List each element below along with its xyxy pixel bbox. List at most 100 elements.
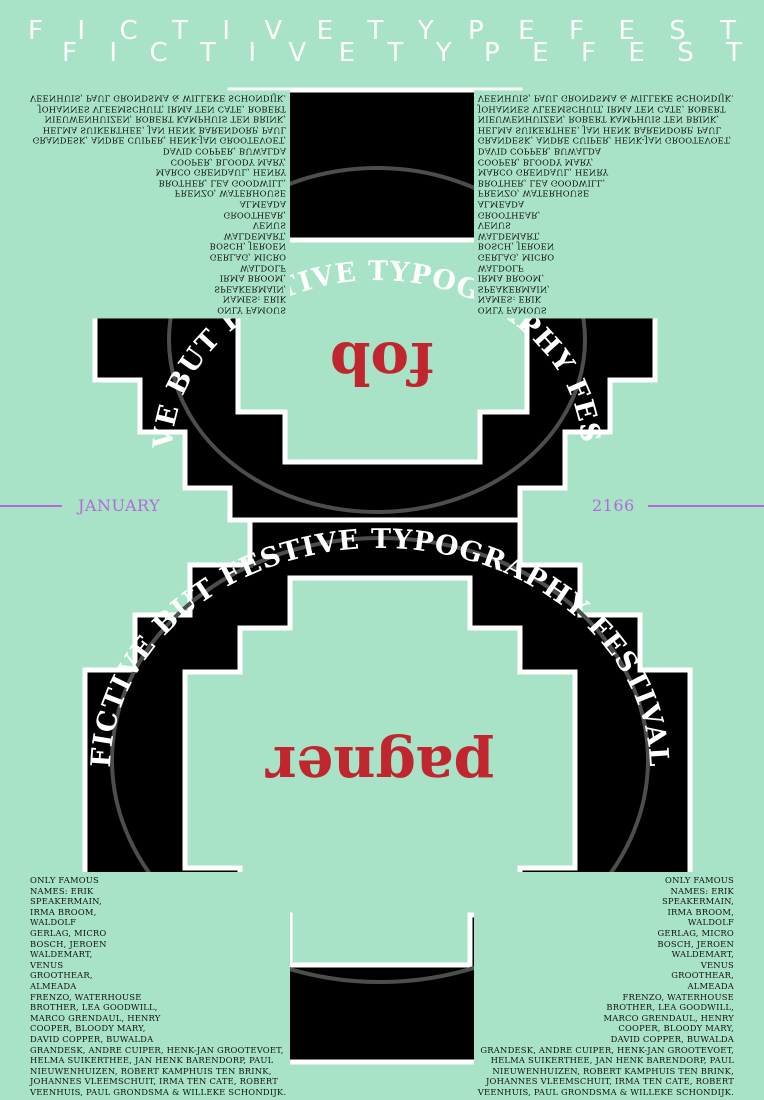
names-line: COOPER, BLOODY MARY, bbox=[30, 1023, 146, 1034]
names-line: VENUS bbox=[700, 959, 734, 970]
names-line: DAVID COPPER, BUWALDA bbox=[30, 1033, 154, 1044]
names-line: HELMA SUIKERTHEE, JAN HENK BARENDORP, PA… bbox=[490, 1055, 734, 1066]
names-line: ALMEADA bbox=[30, 980, 77, 991]
names-line: COOPER, BLOODY MARY, bbox=[618, 1023, 734, 1034]
names-line: JOHANNES VLEEMSCHUIT, IRMA TEN CATE, ROB… bbox=[38, 104, 287, 115]
names-line: GERLAG, MICRO bbox=[30, 927, 107, 938]
title-letter: E bbox=[618, 16, 635, 46]
names-line: IRMA BROOM, bbox=[219, 273, 287, 284]
names-line: ALMEADA bbox=[239, 199, 287, 210]
title-letter: I bbox=[109, 38, 118, 68]
names-line: NIEUWENHUIZEN, ROBERT KAMPHUIS TEN BRINK… bbox=[30, 1065, 272, 1076]
title-letter: S bbox=[677, 38, 694, 68]
names-line: COOPER, BLOODY MARY, bbox=[170, 157, 287, 168]
names-line: IRMA BROOM, bbox=[477, 273, 545, 284]
year-label: 2166 bbox=[586, 496, 641, 515]
upper-word: fob bbox=[330, 329, 434, 397]
names-line: GRANDESK, ANDRE CUIPER, HENK-JAN GROOTEV… bbox=[32, 135, 287, 146]
title-letter: Y bbox=[417, 16, 434, 46]
title-letter: E bbox=[628, 38, 645, 68]
names-line: WALDEMART, bbox=[477, 231, 541, 242]
month-label: JANUARY bbox=[72, 496, 167, 515]
names-line: SPEAKERMAIN, bbox=[214, 284, 287, 295]
names-line: GERLAG, MICRO bbox=[209, 252, 287, 263]
names-line: BOSCH, JEROEN bbox=[477, 241, 555, 252]
names-line: GRANDESK, ANDRE CUIPER, HENK-JAN GROOTEV… bbox=[30, 1044, 284, 1055]
names-line: WALDEMART, bbox=[671, 949, 734, 960]
names-line: BROTHER, LEA GOODWILL, bbox=[158, 178, 287, 189]
names-line: MARCO GRENDAUL, HENRY bbox=[30, 1012, 161, 1023]
lower-inner-counter bbox=[182, 575, 578, 968]
title-letter: T bbox=[387, 38, 404, 68]
lower-ring bbox=[110, 536, 650, 984]
names-line: MARCO GRENDAUL, HENRY bbox=[603, 1012, 734, 1023]
names-line: WALDOLF bbox=[687, 917, 734, 928]
title-letter: T bbox=[367, 16, 384, 46]
names-line: DAVID COPPER, BUWALDA bbox=[477, 146, 602, 157]
title-letter: I bbox=[222, 16, 230, 46]
names-line: FRENZO, WATERHOUSE bbox=[30, 991, 142, 1002]
names-line: BOSCH, JEROEN bbox=[657, 938, 734, 949]
names-line: GERLAG, MICRO bbox=[477, 252, 555, 263]
names-block-bottom-left: ONLY FAMOUS NAMES: ERIK SPEAKERMAIN, IRMA B… bbox=[26, 872, 291, 1100]
names-line: NIEUWENHUIZEN, ROBERT KAMPHUIS TEN BRINK… bbox=[492, 1065, 734, 1076]
names-line: DAVID COPPER, BUWALDA bbox=[162, 146, 287, 157]
title-letter: F bbox=[580, 38, 596, 68]
title-letter: F bbox=[568, 16, 584, 46]
names-line: BOSCH, JEROEN bbox=[30, 938, 107, 949]
title-letter: P bbox=[468, 16, 484, 46]
names-line: JOHANNES VLEEMSCHUIT, IRMA TEN CATE, ROB… bbox=[30, 1076, 279, 1087]
title-letter: E bbox=[532, 38, 549, 68]
names-line: GERLAG, MICRO bbox=[657, 927, 734, 938]
names-line: SPEAKERMAIN, bbox=[30, 896, 102, 907]
names-line: NAMES: ERIK bbox=[477, 294, 542, 305]
names-line: ALMEADA bbox=[477, 199, 525, 210]
names-line: VENUS bbox=[252, 220, 287, 231]
names-line: NAMES: ERIK bbox=[30, 885, 94, 896]
names-line: ALMEADA bbox=[687, 980, 734, 991]
names-line: IRMA BROOM, bbox=[30, 906, 97, 917]
title-letter: T bbox=[200, 38, 216, 68]
names-line: HELMA SUIKERTHEE, JAN HENK BARENDORP, PA… bbox=[42, 125, 287, 136]
names-line: GRANDESK, ANDRE CUIPER, HENK-JAN GROOTEV… bbox=[480, 1044, 734, 1055]
names-line: VEENHUIS, PAUL GRONDSMA & WILLEKE SCHOND… bbox=[477, 1086, 734, 1097]
names-line: VENUS bbox=[30, 959, 64, 970]
names-line: SPEAKERMAIN, bbox=[477, 284, 550, 295]
names-line: WALDEMART, bbox=[30, 949, 93, 960]
names-line: HELMA SUIKERTHEE, JAN HENK BARENDORP, PA… bbox=[477, 125, 722, 136]
names-line: NAMES: ERIK bbox=[670, 885, 734, 896]
names-line: ONLY FAMOUS bbox=[477, 305, 547, 316]
names-line: VEENHUIS, PAUL GRONDSMA & WILLEKE SCHOND… bbox=[477, 93, 734, 104]
names-line: WALDOLF bbox=[240, 263, 287, 274]
title-letter: I bbox=[248, 38, 256, 68]
names-line: HELMA SUIKERTHEE, JAN HENK BARENDORP, PA… bbox=[30, 1055, 274, 1066]
names-line: VENUS bbox=[477, 220, 512, 231]
names-line: WALDOLF bbox=[30, 917, 77, 928]
names-line: WALDOLF bbox=[477, 263, 524, 274]
names-line: GROOTHEAR, bbox=[671, 970, 734, 981]
names-line: GROOTHEAR, bbox=[477, 210, 541, 221]
names-line: GROOTHEAR, bbox=[30, 970, 93, 981]
lower-word: pagner bbox=[264, 733, 494, 801]
names-line: VEENHUIS, PAUL GRONDSMA & WILLEKE SCHOND… bbox=[30, 93, 287, 104]
names-line: NIEUWENHUIZEN, ROBERT KAMPHUIS TEN BRINK… bbox=[44, 114, 287, 125]
title-letter: P bbox=[484, 38, 500, 68]
title-letter: F bbox=[28, 16, 43, 46]
names-line: GRANDESK, ANDRE CUIPER, HENK-JAN GROOTEV… bbox=[477, 135, 732, 146]
title-letter: F bbox=[62, 38, 77, 68]
names-line: VEENHUIS, PAUL GRONDSMA & WILLEKE SCHOND… bbox=[30, 1086, 287, 1097]
names-line: SPEAKERMAIN, bbox=[662, 896, 734, 907]
title-letter: T bbox=[720, 16, 736, 46]
title-letter: E bbox=[518, 16, 535, 46]
names-line: WALDEMART, bbox=[223, 231, 287, 242]
names-block-top-left: ONLY FAMOUS NAMES: ERIK SPEAKERMAIN, IRMA B… bbox=[26, 90, 291, 319]
names-line: NAMES: ERIK bbox=[222, 294, 287, 305]
names-line: FRENZO, WATERHOUSE bbox=[477, 188, 590, 199]
title-letter: E bbox=[338, 38, 356, 68]
names-line: ONLY FAMOUS bbox=[30, 875, 99, 885]
names-line: JOHANNES VLEEMSCHUIT, IRMA TEN CATE, ROB… bbox=[485, 1076, 734, 1087]
names-line: JOHANNES VLEEMSCHUIT, IRMA TEN CATE, ROB… bbox=[477, 104, 726, 115]
title-letter: Y bbox=[435, 38, 452, 68]
